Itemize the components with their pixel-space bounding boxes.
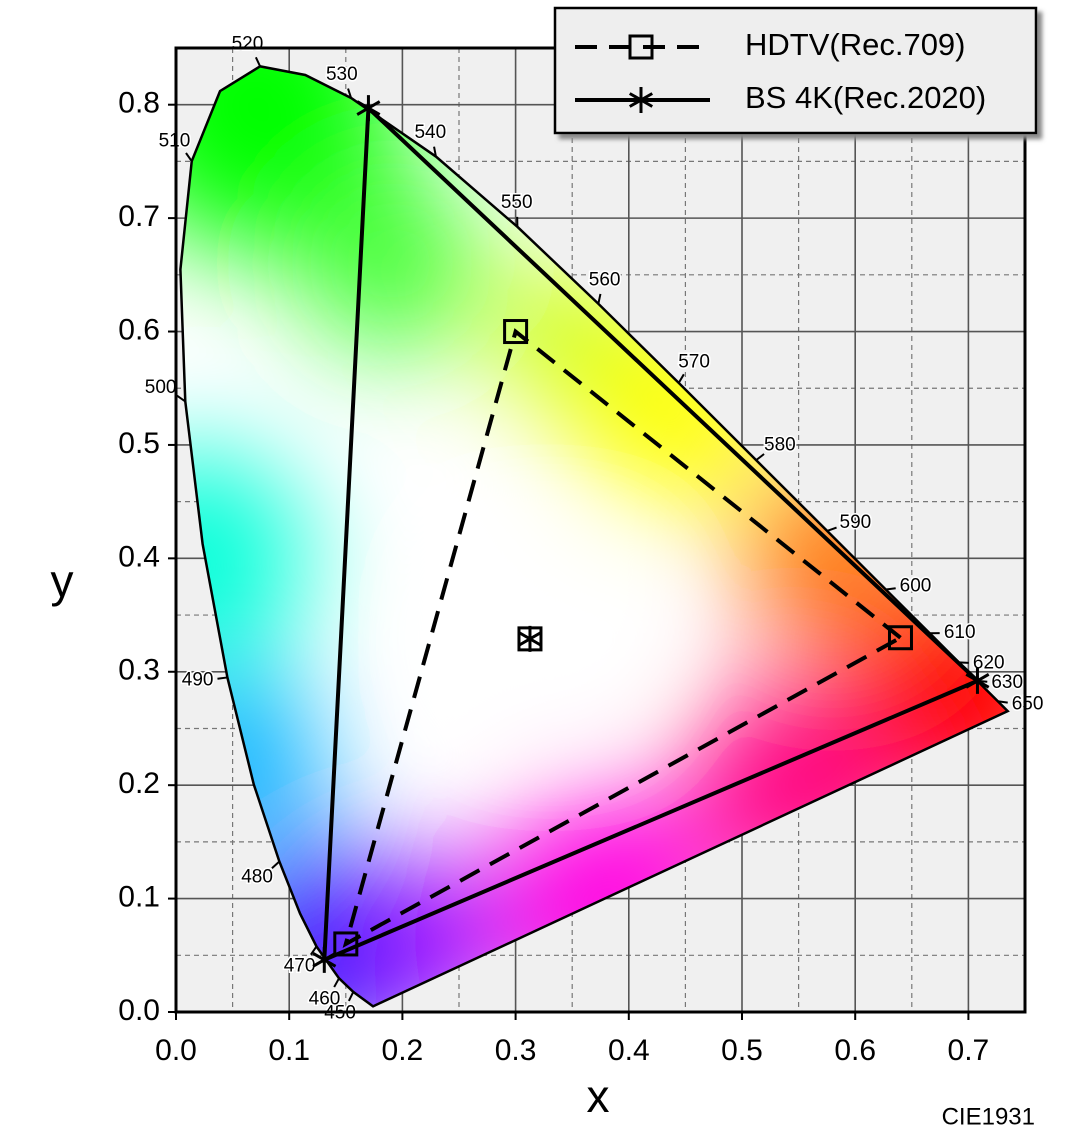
wavelength-tick [271, 860, 281, 869]
wavelength-label: 500 [145, 377, 177, 398]
gamut-fill-blob [848, 574, 1008, 815]
wavelength-label: 530 [326, 64, 358, 85]
wavelength-tick [433, 146, 437, 157]
x-tick-label: 0.7 [948, 1034, 990, 1067]
wavelength-label: 610 [944, 622, 976, 643]
marker-square [628, 34, 654, 60]
y-tick-label: 0.5 [118, 427, 160, 460]
x-tick-label: 0.3 [495, 1034, 537, 1067]
y-tick-label: 0.6 [118, 313, 160, 346]
y-tick-label: 0.2 [118, 767, 160, 800]
marker-asterisk [628, 87, 654, 113]
wavelength-label: 460 [309, 988, 341, 1009]
wavelength-label: 600 [900, 575, 932, 596]
gamut-triangle [342, 328, 905, 949]
wavelength-label: 650 [1012, 693, 1044, 714]
marker-square [887, 625, 913, 651]
wavelength-label: 560 [589, 269, 621, 290]
x-tick-label: 0.4 [608, 1034, 650, 1067]
wavelength-label: 520 [232, 34, 264, 55]
legend-label: HDTV(Rec.709) [745, 27, 966, 62]
wavelength-label: 480 [241, 867, 273, 888]
gamut-fill-blob [180, 66, 406, 255]
y-tick-label: 0.3 [118, 654, 160, 687]
x-tick-label: 0.2 [382, 1034, 424, 1067]
y-tick-label: 0.4 [118, 540, 160, 573]
x-tick-label: 0.6 [834, 1034, 876, 1067]
x-tick-label: 0.5 [721, 1034, 763, 1067]
wavelength-label: 540 [414, 122, 446, 143]
y-tick-label: 0.1 [118, 881, 160, 914]
wavelength-label: 490 [182, 670, 214, 691]
wavelength-label: 570 [678, 351, 710, 372]
wavelength-label: 590 [840, 512, 872, 533]
y-axis-label: y [51, 555, 74, 607]
wavelength-label: 510 [159, 131, 191, 152]
wavelength-tick [176, 394, 186, 403]
wavelength-tick [997, 700, 1008, 704]
wavelength-tick [597, 293, 602, 304]
wavelength-label: 580 [764, 434, 796, 455]
y-tick-label: 0.0 [118, 994, 160, 1027]
marker-square [503, 319, 529, 345]
marker-asterisk [356, 95, 381, 122]
wavelength-label: 550 [501, 192, 533, 213]
wavelength-tick [826, 526, 837, 532]
legend-box [553, 6, 1038, 135]
y-tick-label: 0.8 [118, 87, 160, 120]
wavelength-tick [347, 88, 353, 99]
wavelength-tick [217, 676, 228, 680]
y-tick-label: 0.7 [118, 200, 160, 233]
wavelength-tick [185, 152, 193, 162]
marker-asterisk [517, 625, 542, 652]
gamut-fill-blob [479, 567, 620, 708]
marker-asterisk [965, 667, 990, 694]
wavelength-label: 630 [991, 672, 1023, 693]
x-axis-label: x [587, 1070, 610, 1122]
wavelength-label: 470 [284, 955, 316, 976]
marker-asterisk [312, 946, 337, 973]
wavelength-tick [333, 977, 340, 988]
x-tick-label: 0.0 [155, 1034, 197, 1067]
wavelength-tick [310, 945, 318, 956]
x-tick-label: 0.1 [268, 1034, 310, 1067]
wavelength-tick [885, 587, 896, 591]
wavelength-tick [347, 991, 355, 1002]
legend-label: BS 4K(Rec.2020) [745, 80, 986, 115]
gamut-fill-blob [301, 173, 482, 354]
wavelength-tick [755, 453, 765, 461]
annotation: CIE1931 [942, 1103, 1035, 1130]
wavelength-tick [677, 373, 685, 384]
gamut-triangle [322, 103, 982, 963]
wavelength-tick [254, 56, 262, 67]
